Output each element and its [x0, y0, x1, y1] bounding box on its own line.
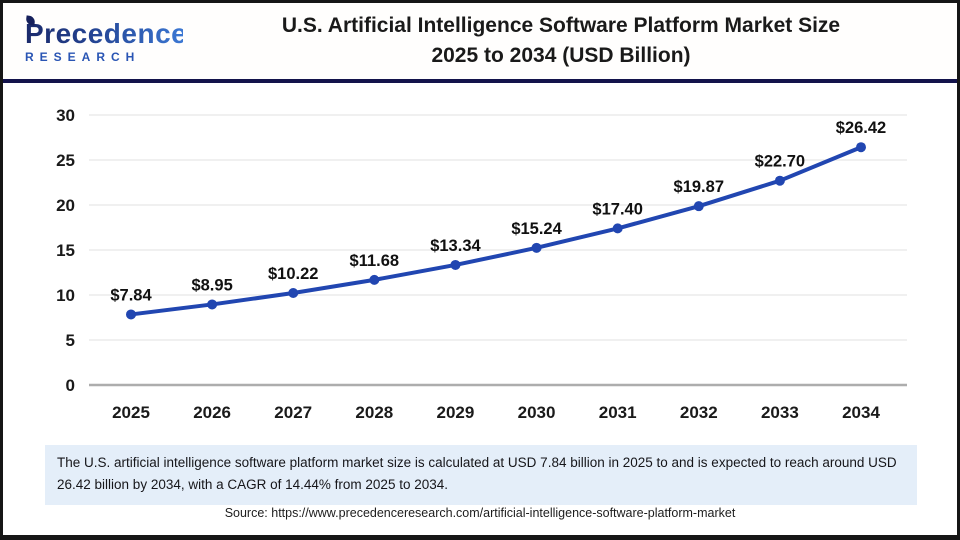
data-point: [369, 274, 380, 285]
page-title-line2: 2025 to 2034 (USD Billion): [431, 44, 691, 67]
x-tick-label: 2029: [437, 403, 475, 422]
x-tick-label: 2030: [518, 403, 556, 422]
x-tick-label: 2027: [274, 403, 312, 422]
data-point-label: $13.34: [430, 237, 481, 255]
data-point-label: $17.40: [592, 200, 642, 218]
brand-logo-name: Precedence: [25, 14, 183, 48]
data-point-label: $15.24: [511, 220, 562, 238]
data-point-label: $26.42: [836, 119, 886, 137]
x-tick-label: 2034: [842, 403, 880, 422]
data-point: [693, 201, 704, 212]
brand-logo-subname: RESEARCH: [25, 49, 141, 64]
x-tick-label: 2033: [761, 403, 799, 422]
x-tick-label: 2025: [112, 403, 150, 422]
data-point-label: $11.68: [350, 252, 400, 270]
x-tick-label: 2026: [193, 403, 231, 422]
x-tick-label: 2031: [599, 403, 637, 422]
summary-note: The U.S. artificial intelligence softwar…: [45, 445, 917, 505]
brand-logo: Precedence RESEARCH: [3, 14, 183, 64]
data-point: [126, 309, 136, 320]
data-point-label: $19.87: [674, 178, 724, 196]
data-point: [531, 242, 542, 253]
y-tick-label: 5: [66, 331, 75, 350]
y-tick-label: 25: [56, 151, 75, 170]
data-point-label: $8.95: [191, 276, 232, 294]
page-title-line1: U.S. Artificial Intelligence Software Pl…: [281, 14, 841, 38]
data-point: [450, 259, 461, 270]
y-tick-label: 20: [56, 196, 75, 215]
x-tick-label: 2032: [680, 403, 718, 422]
data-point: [612, 223, 623, 234]
data-point: [207, 299, 218, 310]
data-point-label: $7.84: [110, 286, 152, 304]
data-point-label: $10.22: [268, 265, 318, 283]
y-tick-label: 15: [56, 241, 75, 260]
y-tick-label: 30: [56, 106, 75, 125]
data-point: [774, 175, 785, 186]
data-point: [856, 142, 866, 153]
data-point-label: $22.70: [755, 153, 805, 171]
header: Precedence RESEARCH U.S. Artificial Inte…: [3, 3, 957, 83]
x-tick-label: 2028: [355, 403, 393, 422]
source-line: Source: https://www.precedenceresearch.c…: [224, 506, 736, 520]
series-line: [129, 145, 863, 317]
y-tick-label: 10: [56, 286, 75, 305]
page-title: U.S. Artificial Intelligence Software Pl…: [183, 11, 957, 71]
y-tick-label: 0: [66, 376, 75, 395]
data-point: [288, 288, 299, 299]
